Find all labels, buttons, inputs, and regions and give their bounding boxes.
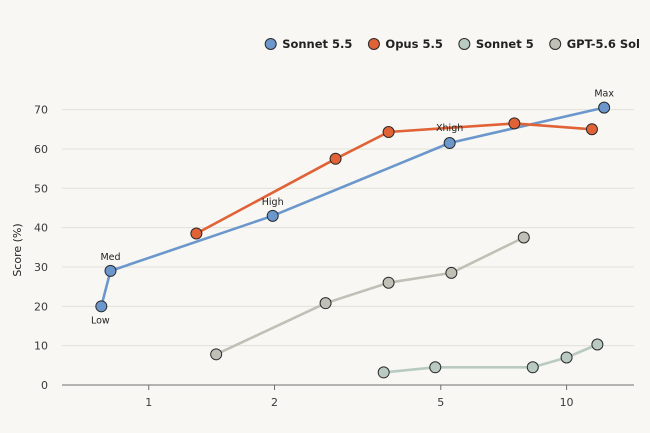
series-2-point-1 — [429, 361, 442, 374]
x-tick-label-10: 10 — [560, 396, 574, 409]
y-tick-label-20: 20 — [34, 300, 48, 313]
series-2-point-2 — [526, 361, 539, 374]
series-2-point-0 — [377, 366, 390, 379]
y-tick-label-40: 40 — [34, 222, 48, 235]
series-0-point-4 — [598, 101, 611, 114]
grid — [62, 109, 634, 347]
legend-marker-3 — [549, 38, 562, 50]
legend-label-2: Sonnet 5 — [476, 37, 534, 51]
series-1-point-0 — [190, 227, 203, 240]
legend-item-0: Sonnet 5.5 — [264, 37, 352, 51]
y-tick-label-60: 60 — [34, 143, 48, 156]
series-3-point-4 — [517, 231, 530, 244]
x-tick-label-1: 1 — [145, 396, 152, 409]
legend: Sonnet 5.5 Opus 5.5 Sonnet 5 GPT-5.6 Sol — [264, 37, 640, 51]
series-2-point-4 — [591, 338, 604, 351]
series-3-point-2 — [382, 276, 395, 289]
x-tick-label-2: 2 — [271, 396, 278, 409]
series-1-point-4 — [585, 123, 598, 136]
series-0-point-2 — [266, 209, 279, 222]
series-layer: Low Med High Xhigh Max — [91, 89, 614, 379]
y-tick-label-70: 70 — [34, 104, 48, 117]
point-label-high: High — [262, 197, 284, 208]
legend-marker-2 — [458, 38, 471, 50]
series-1-point-1 — [329, 152, 342, 165]
series-0-point-3 — [443, 137, 456, 150]
legend-label-1: Opus 5.5 — [385, 37, 442, 51]
series-3-point-0 — [210, 348, 223, 361]
y-tick-label-0: 0 — [41, 379, 48, 392]
y-tick-label-10: 10 — [34, 340, 48, 353]
y-tick-label-50: 50 — [34, 182, 48, 195]
series-1-point-2 — [382, 126, 395, 139]
legend-item-3: GPT-5.6 Sol — [549, 37, 640, 51]
legend-marker-0 — [264, 38, 277, 50]
y-axis-title: Score (%) — [11, 223, 24, 276]
legend-item-2: Sonnet 5 — [458, 37, 534, 51]
x-tick-label-5: 5 — [437, 396, 444, 409]
axes: 0 10 20 30 40 50 60 70 1 2 5 10 — [34, 104, 634, 409]
point-label-max: Max — [594, 89, 614, 100]
series-0-point-0 — [95, 300, 108, 313]
point-label-low: Low — [91, 315, 110, 326]
point-label-med: Med — [100, 252, 120, 263]
series-1-point-3 — [508, 117, 521, 130]
series-3-point-3 — [445, 266, 458, 279]
series-0-point-1 — [104, 264, 117, 277]
y-tick-label-30: 30 — [34, 261, 48, 274]
series-3-point-1 — [319, 297, 332, 310]
legend-label-3: GPT-5.6 Sol — [567, 37, 640, 51]
series-2-point-3 — [560, 351, 573, 364]
legend-item-1: Opus 5.5 — [367, 37, 443, 51]
legend-label-0: Sonnet 5.5 — [282, 37, 352, 51]
legend-marker-1 — [367, 38, 380, 50]
point-label-xhigh: Xhigh — [436, 123, 463, 134]
